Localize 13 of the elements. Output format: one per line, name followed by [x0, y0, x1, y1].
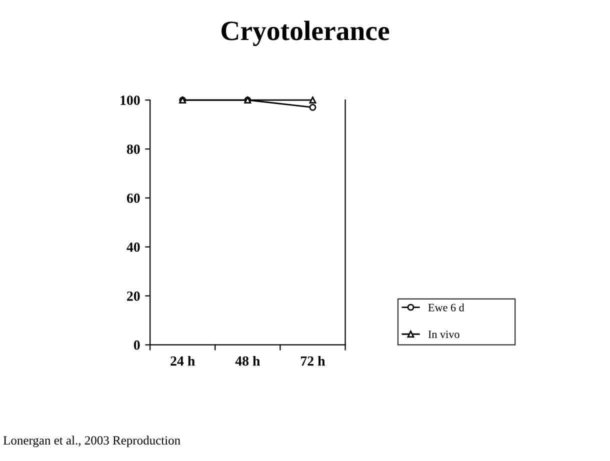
x-tick-label: 48 h — [235, 356, 260, 366]
y-tick-label: 0 — [134, 340, 140, 350]
x-tick-label: 72 h — [300, 356, 326, 366]
y-tick-label: 60 — [126, 194, 140, 203]
x-tick-label: 24 h — [170, 356, 195, 366]
y-tick-label: 100 — [120, 96, 140, 105]
y-tick-label: 80 — [126, 144, 140, 154]
legend-label: In vivo — [428, 330, 460, 338]
text: Lonergan et al., 2003 Reproduction — [3, 436, 180, 448]
legend-label: Ewe 6 d — [428, 303, 464, 312]
y-tick-label: 40 — [126, 242, 140, 252]
y-tick-label: 20 — [127, 291, 140, 301]
chart-title: Cryotolerance — [222, 20, 390, 46]
